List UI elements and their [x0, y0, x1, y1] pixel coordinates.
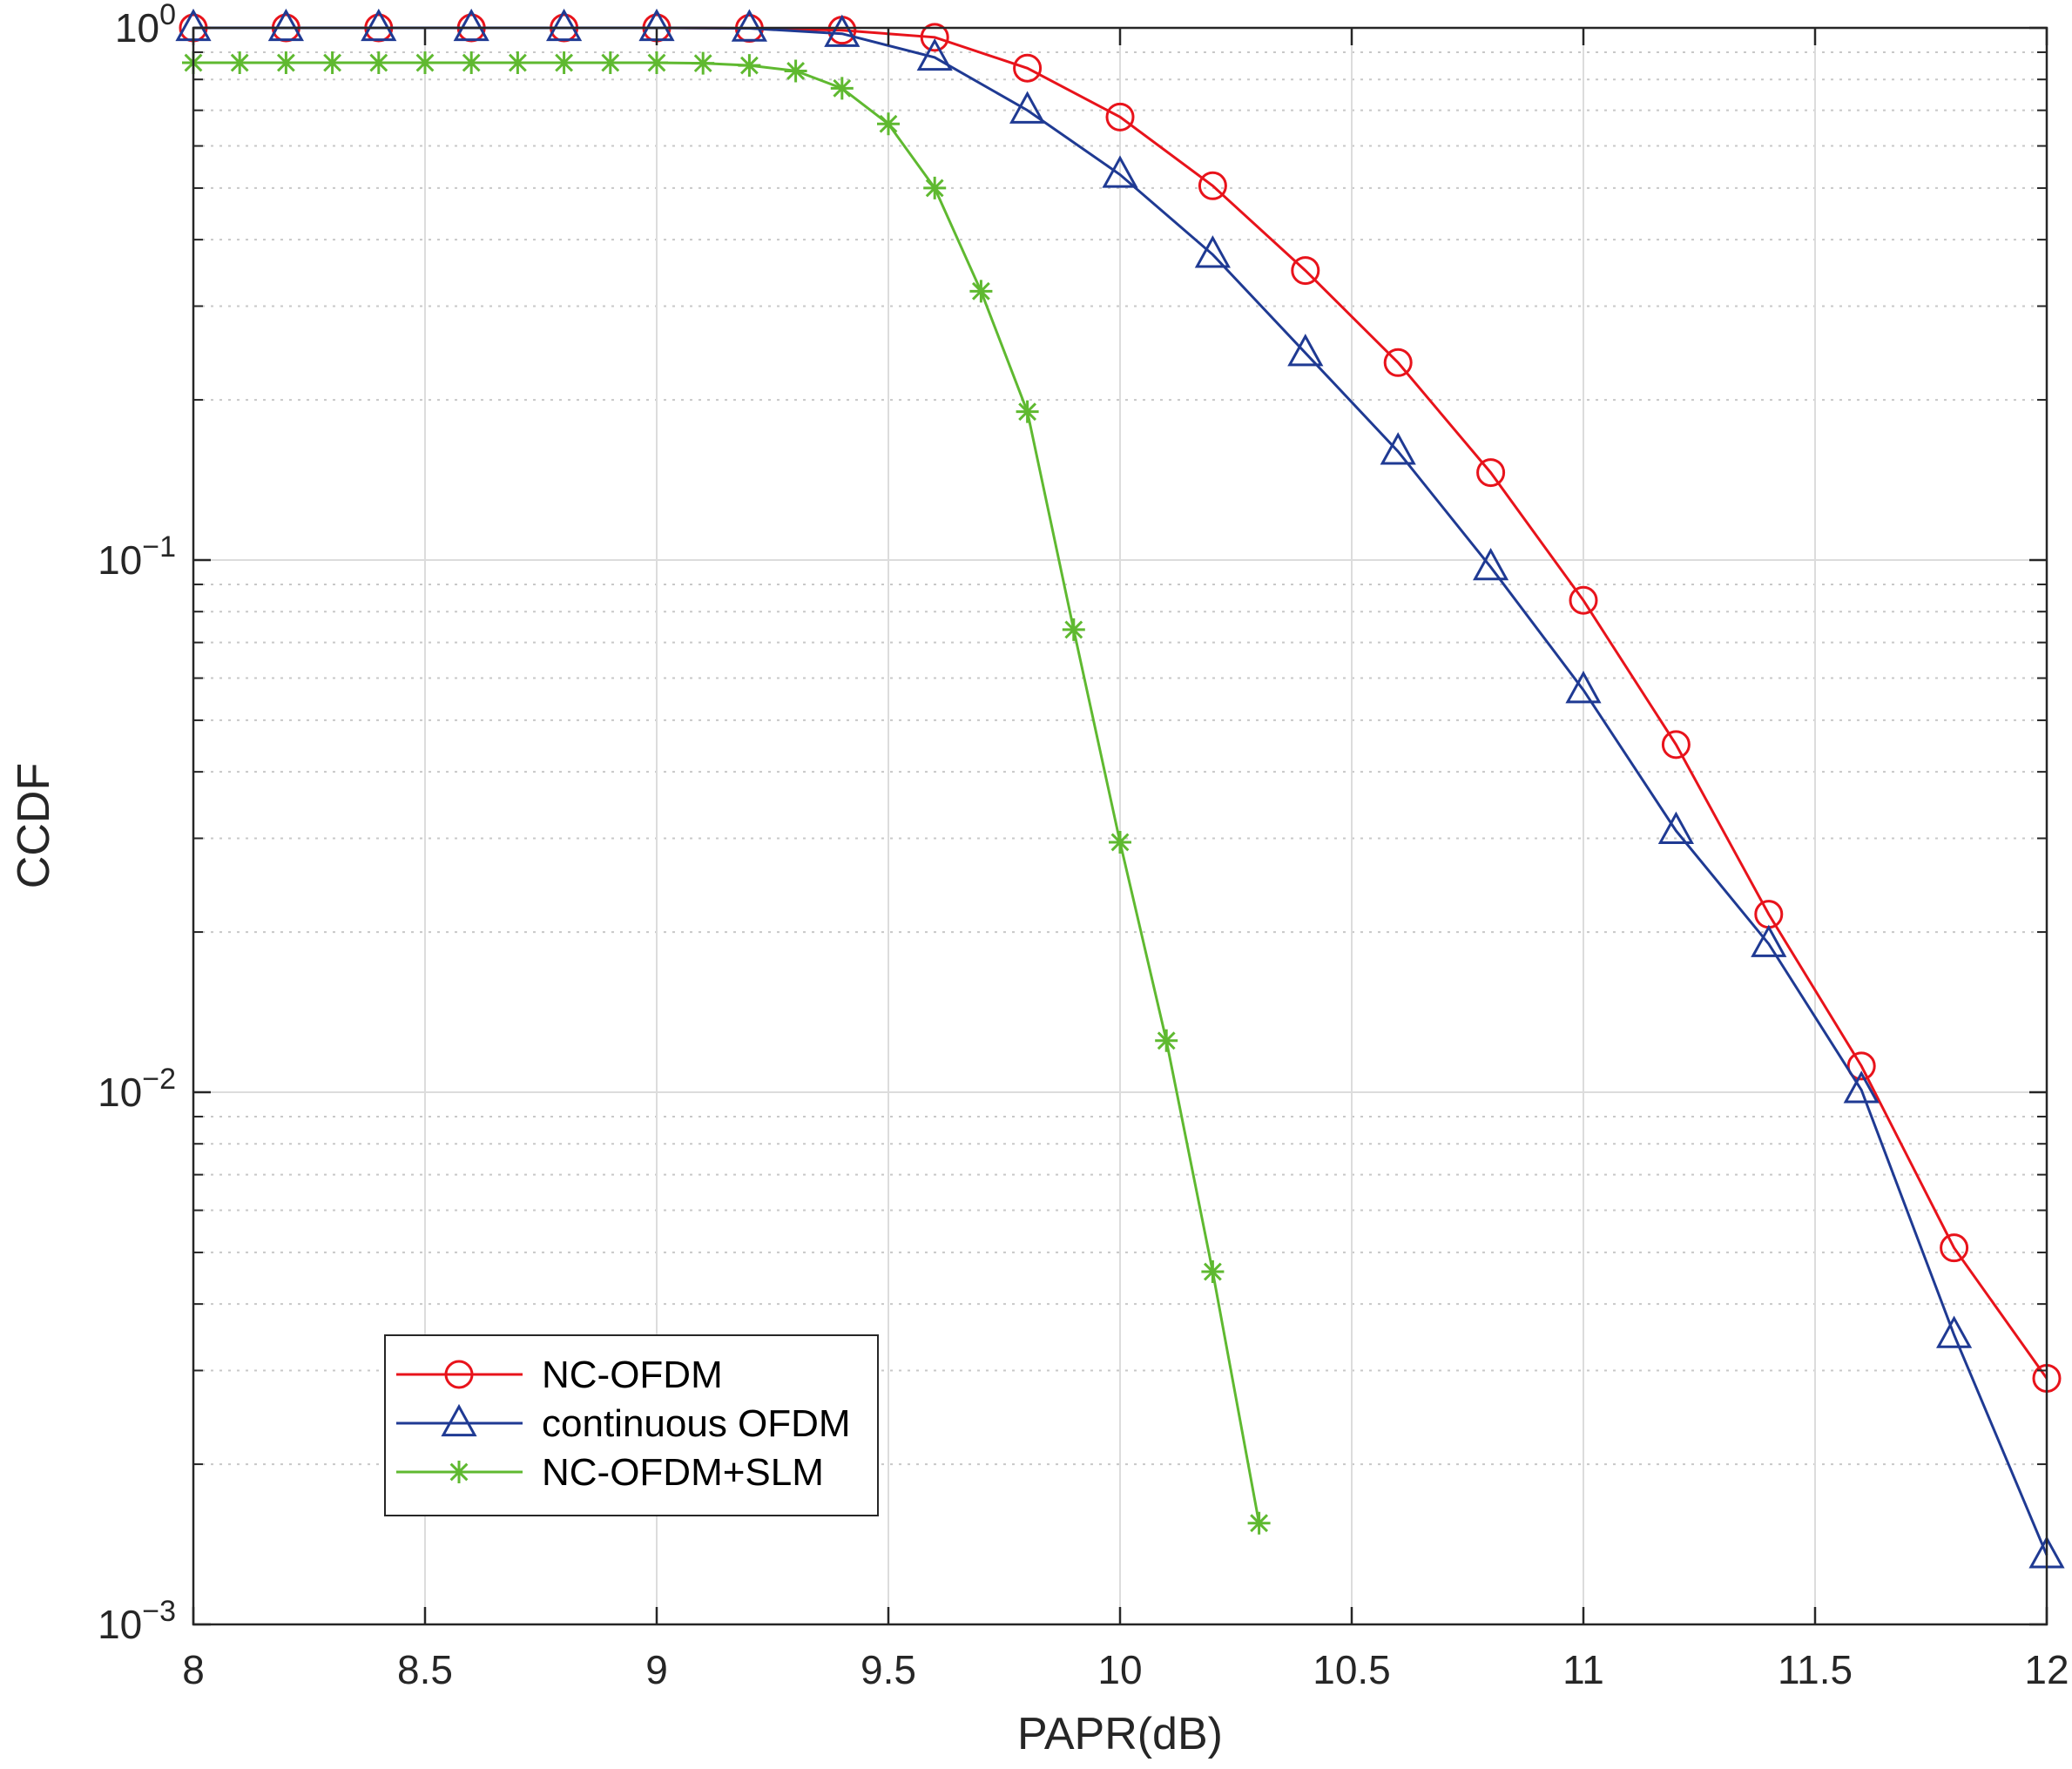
data-point-star: [1155, 1029, 1178, 1052]
legend: NC-OFDM continuous OFDM NC-OFDM+SLM: [384, 1334, 879, 1516]
data-point-triangle: [1565, 671, 1602, 704]
data-point-triangle: [824, 14, 861, 47]
x-tick-label: 10.5: [1313, 1647, 1391, 1692]
legend-entries: NC-OFDM continuous OFDM NC-OFDM+SLM: [396, 1354, 851, 1494]
data-point-triangle: [1102, 155, 1138, 188]
data-point-star: [969, 280, 993, 303]
data-point-star: [274, 51, 298, 75]
x-tick-label: 8: [182, 1647, 205, 1692]
data-point-circle: [1476, 458, 1506, 488]
x-tick-label: 11: [1562, 1647, 1604, 1692]
data-point-triangle: [546, 8, 583, 42]
data-point-triangle: [1194, 235, 1231, 268]
data-point-star: [1247, 1511, 1271, 1535]
tick-layer: [192, 26, 2048, 1626]
data-point-triangle: [441, 1403, 477, 1437]
data-point-star: [506, 51, 530, 75]
data-point-star: [460, 51, 483, 75]
y-tick-label: 10−2: [98, 1063, 176, 1115]
data-point-circle: [1198, 171, 1227, 200]
data-point-star: [367, 51, 390, 75]
y-tick-label: 100: [115, 0, 176, 51]
data-point-triangle: [1657, 811, 1694, 844]
legend-label: NC-OFDM: [542, 1354, 723, 1396]
data-point-star: [1016, 400, 1039, 423]
label-layer: 100 10−1 10−2 10−38 8.5 9 9.5 10 10.5 11 11.5 12: [98, 0, 2069, 1692]
data-point-triangle: [731, 9, 767, 42]
data-point-circle: [1940, 1233, 1969, 1263]
data-point-star: [414, 51, 436, 75]
series-star: [182, 51, 1271, 1535]
x-tick-label: 10: [1097, 1647, 1142, 1692]
data-point-triangle: [1380, 432, 1416, 465]
legend-entry: continuous OFDM: [396, 1402, 851, 1445]
data-point-triangle: [1843, 1070, 1880, 1104]
x-axis-title: PAPR(dB): [1017, 1709, 1223, 1759]
data-point-triangle: [1751, 924, 1787, 957]
data-point-triangle: [916, 37, 953, 71]
data-point-triangle: [361, 8, 397, 42]
data-point-circle: [1661, 730, 1691, 760]
data-point-star: [598, 51, 622, 75]
x-tick-label: 12: [2024, 1647, 2069, 1692]
data-point-triangle: [267, 8, 304, 42]
data-point-circle: [1291, 256, 1320, 286]
data-point-circle: [1569, 585, 1598, 615]
data-point-triangle: [1473, 547, 1509, 581]
data-point-circle: [1846, 1051, 1876, 1081]
data-point-circle: [1013, 53, 1043, 83]
legend-label: NC-OFDM+SLM: [542, 1451, 824, 1494]
data-point-star: [1109, 830, 1131, 854]
data-point-star: [1062, 618, 1085, 641]
x-tick-label: 8.5: [397, 1647, 453, 1692]
data-point-circle: [920, 23, 949, 52]
data-point-star: [645, 51, 668, 75]
data-point-star: [738, 54, 761, 78]
data-point-triangle: [1287, 334, 1324, 367]
legend-label: continuous OFDM: [542, 1402, 851, 1445]
data-point-circle: [1383, 348, 1413, 377]
data-point-triangle: [453, 8, 489, 42]
data-point-star: [448, 1461, 470, 1483]
data-point-triangle: [1009, 91, 1046, 124]
data-point-star: [923, 176, 947, 199]
data-point-star: [877, 112, 900, 136]
y-tick-label: 10−3: [98, 1595, 176, 1647]
y-tick-label: 10−1: [98, 530, 176, 583]
data-point-circle: [1105, 102, 1135, 132]
x-tick-label: 9.5: [861, 1647, 916, 1692]
data-point-star: [784, 59, 807, 83]
y-axis-title: CCDF: [9, 763, 59, 888]
data-point-star: [1201, 1260, 1225, 1284]
data-point-triangle: [1936, 1315, 1973, 1348]
data-point-star: [552, 51, 576, 75]
x-tick-label: 11.5: [1778, 1647, 1853, 1692]
legend-entry: NC-OFDM+SLM: [396, 1451, 824, 1494]
data-point-star: [692, 51, 715, 75]
x-tick-label: 9: [645, 1647, 668, 1692]
data-point-star: [228, 51, 252, 75]
data-point-star: [830, 77, 854, 100]
data-point-circle: [444, 1360, 474, 1389]
data-point-star: [321, 51, 344, 75]
legend-entry: NC-OFDM: [396, 1354, 723, 1396]
